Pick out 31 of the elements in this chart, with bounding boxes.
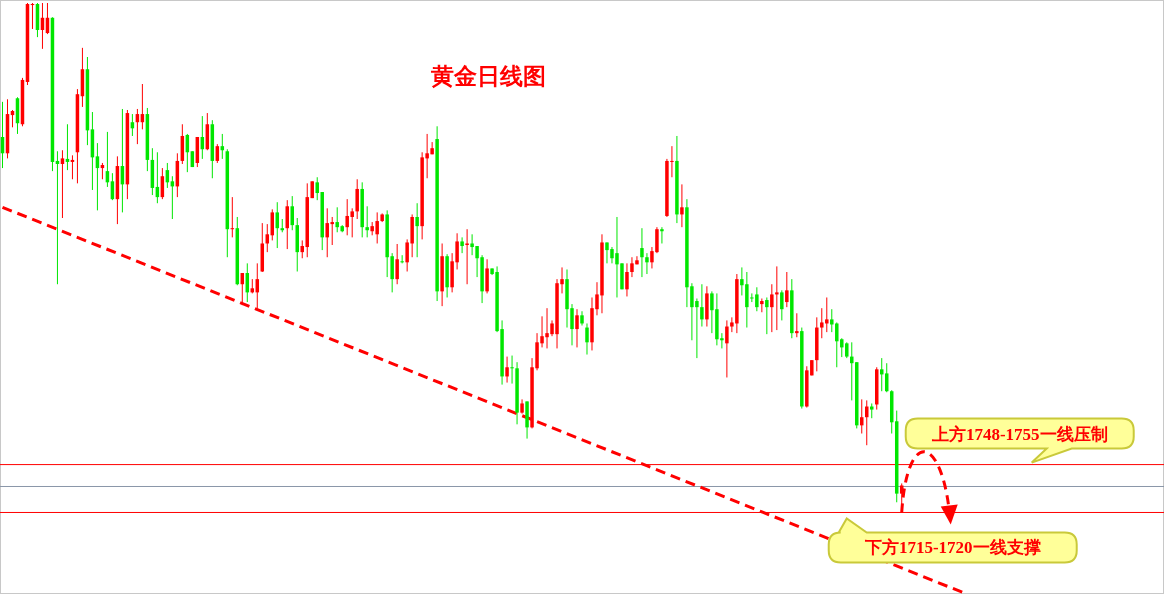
candlestick: [505, 356, 509, 384]
annotation: 上方1748-1755一线压制: [930, 424, 1108, 444]
candlestick: [460, 236, 464, 254]
candlestick: [725, 319, 729, 378]
candlestick: [365, 205, 369, 238]
candlestick: [700, 283, 704, 328]
text: 黄金日线图: [430, 64, 547, 89]
candlestick: [860, 398, 864, 435]
text: 下方1715-1720一线支撑: [863, 538, 1041, 558]
candlestick: [465, 228, 469, 285]
candlestick: [395, 243, 399, 285]
candlestick: [355, 178, 359, 220]
candlestick: [625, 262, 629, 297]
candlestick: [60, 149, 65, 219]
candlestick: [645, 252, 649, 275]
candlestick: [660, 226, 664, 244]
candlestick: [485, 258, 489, 294]
candlestick: [765, 296, 769, 335]
candlestick: [795, 312, 799, 338]
candlestick: [680, 183, 684, 228]
candlestick: [865, 399, 869, 446]
candlestick: [770, 283, 774, 333]
candlestick: [785, 271, 789, 308]
candlestick: [640, 227, 644, 278]
candlestick: [510, 355, 514, 385]
candlestick: [575, 308, 579, 348]
candlestick: [585, 322, 589, 356]
candlestick: [775, 265, 779, 331]
candlestick: [415, 202, 419, 258]
candlestick: [580, 310, 584, 326]
candlestick: [780, 289, 784, 321]
